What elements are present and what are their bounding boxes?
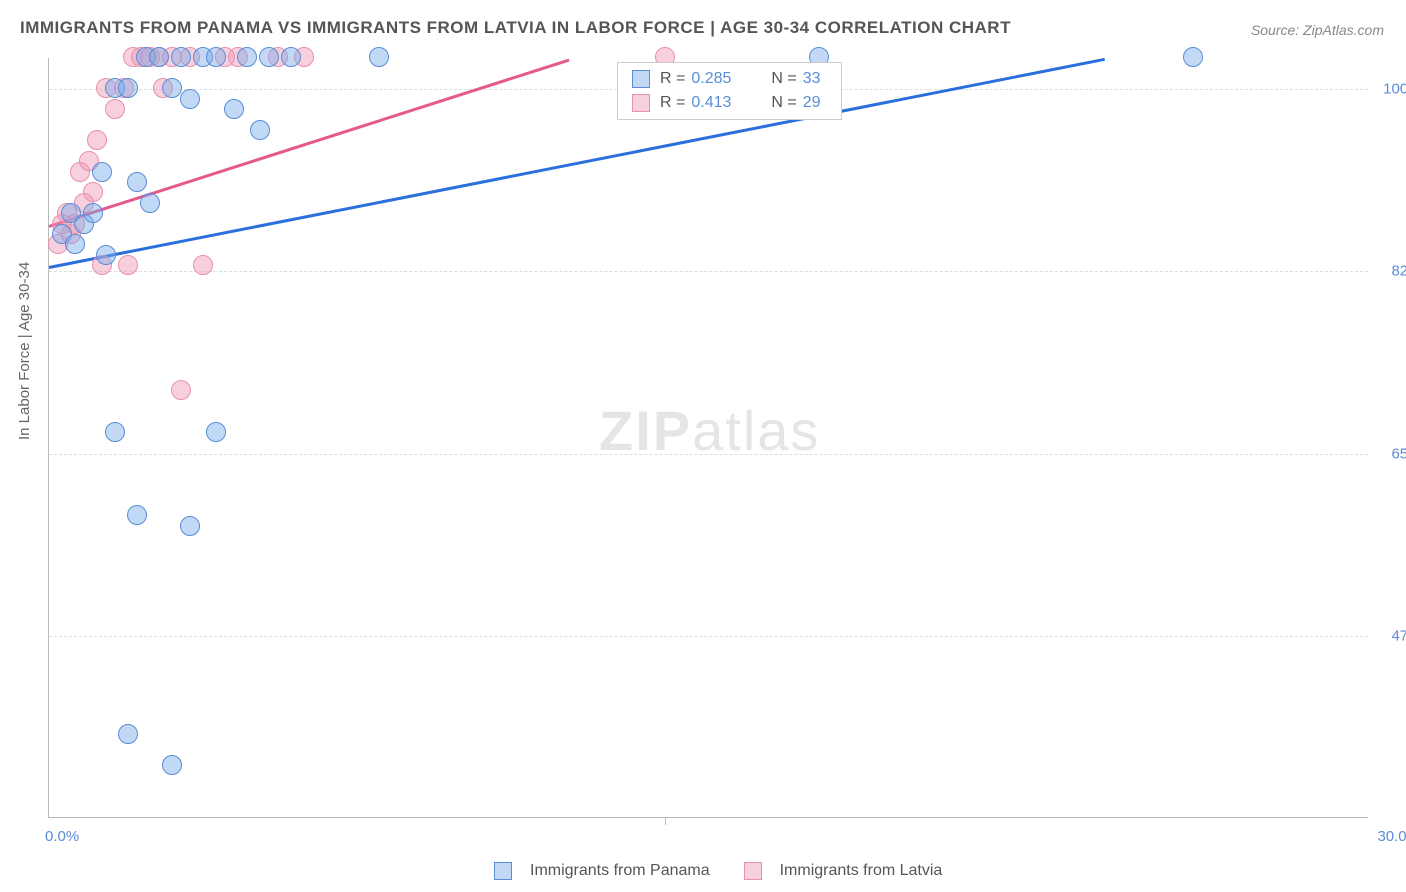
data-point	[65, 234, 85, 254]
data-point	[127, 505, 147, 525]
y-axis-label: In Labor Force | Age 30-34	[16, 262, 33, 440]
legend-swatch	[632, 70, 650, 88]
legend-n-value: 29	[803, 94, 827, 112]
legend-swatch	[632, 94, 650, 112]
data-point	[171, 47, 191, 67]
y-tick-label: 100.0%	[1374, 81, 1406, 98]
legend-n-value: 33	[803, 70, 827, 88]
data-point	[105, 422, 125, 442]
legend-label: Immigrants from Latvia	[780, 862, 943, 880]
legend-r-label: R =	[660, 94, 685, 112]
data-point	[171, 380, 191, 400]
chart-title: IMMIGRANTS FROM PANAMA VS IMMIGRANTS FRO…	[20, 18, 1011, 38]
data-point	[83, 203, 103, 223]
data-point	[149, 47, 169, 67]
data-point	[224, 99, 244, 119]
watermark-thin: atlas	[692, 399, 820, 462]
data-point	[96, 245, 116, 265]
gridline	[49, 454, 1368, 455]
legend-r-value: 0.413	[691, 94, 741, 112]
data-point	[118, 255, 138, 275]
data-point	[162, 755, 182, 775]
data-point	[193, 255, 213, 275]
data-point	[83, 182, 103, 202]
data-point	[127, 172, 147, 192]
data-point	[87, 130, 107, 150]
chart-container: IMMIGRANTS FROM PANAMA VS IMMIGRANTS FRO…	[0, 0, 1406, 892]
data-point	[1183, 47, 1203, 67]
data-point	[140, 193, 160, 213]
y-tick-label: 65.0%	[1374, 445, 1406, 462]
data-point	[237, 47, 257, 67]
gridline	[49, 636, 1368, 637]
legend-n-label: N =	[771, 70, 796, 88]
data-point	[105, 99, 125, 119]
gridline	[49, 271, 1368, 272]
legend-r-value: 0.285	[691, 70, 741, 88]
data-point	[281, 47, 301, 67]
x-tick	[665, 817, 666, 825]
legend-swatch	[494, 862, 512, 880]
plot-area: ZIPatlas 47.5%65.0%82.5%100.0%0.0%30.0%R…	[48, 58, 1368, 818]
legend-r-label: R =	[660, 70, 685, 88]
legend-n-label: N =	[771, 94, 796, 112]
data-point	[206, 47, 226, 67]
x-tick-label: 0.0%	[45, 828, 79, 845]
data-point	[250, 120, 270, 140]
data-point	[118, 78, 138, 98]
y-tick-label: 82.5%	[1374, 263, 1406, 280]
legend-stats-row: R = 0.413 N = 29	[618, 91, 841, 115]
legend-stats: R = 0.285 N = 33 R = 0.413 N = 29	[617, 62, 842, 120]
legend-item: Immigrants from Latvia	[744, 862, 943, 880]
source-label: Source: ZipAtlas.com	[1251, 22, 1384, 38]
watermark-bold: ZIP	[599, 399, 692, 462]
data-point	[369, 47, 389, 67]
data-point	[118, 724, 138, 744]
data-point	[92, 162, 112, 182]
y-tick-label: 47.5%	[1374, 627, 1406, 644]
legend-label: Immigrants from Panama	[530, 862, 710, 880]
data-point	[259, 47, 279, 67]
data-point	[180, 516, 200, 536]
data-point	[180, 89, 200, 109]
legend-bottom: Immigrants from Panama Immigrants from La…	[494, 862, 942, 880]
legend-swatch	[744, 862, 762, 880]
legend-item: Immigrants from Panama	[494, 862, 710, 880]
legend-stats-row: R = 0.285 N = 33	[618, 67, 841, 91]
x-tick-label: 30.0%	[1377, 828, 1406, 845]
data-point	[206, 422, 226, 442]
